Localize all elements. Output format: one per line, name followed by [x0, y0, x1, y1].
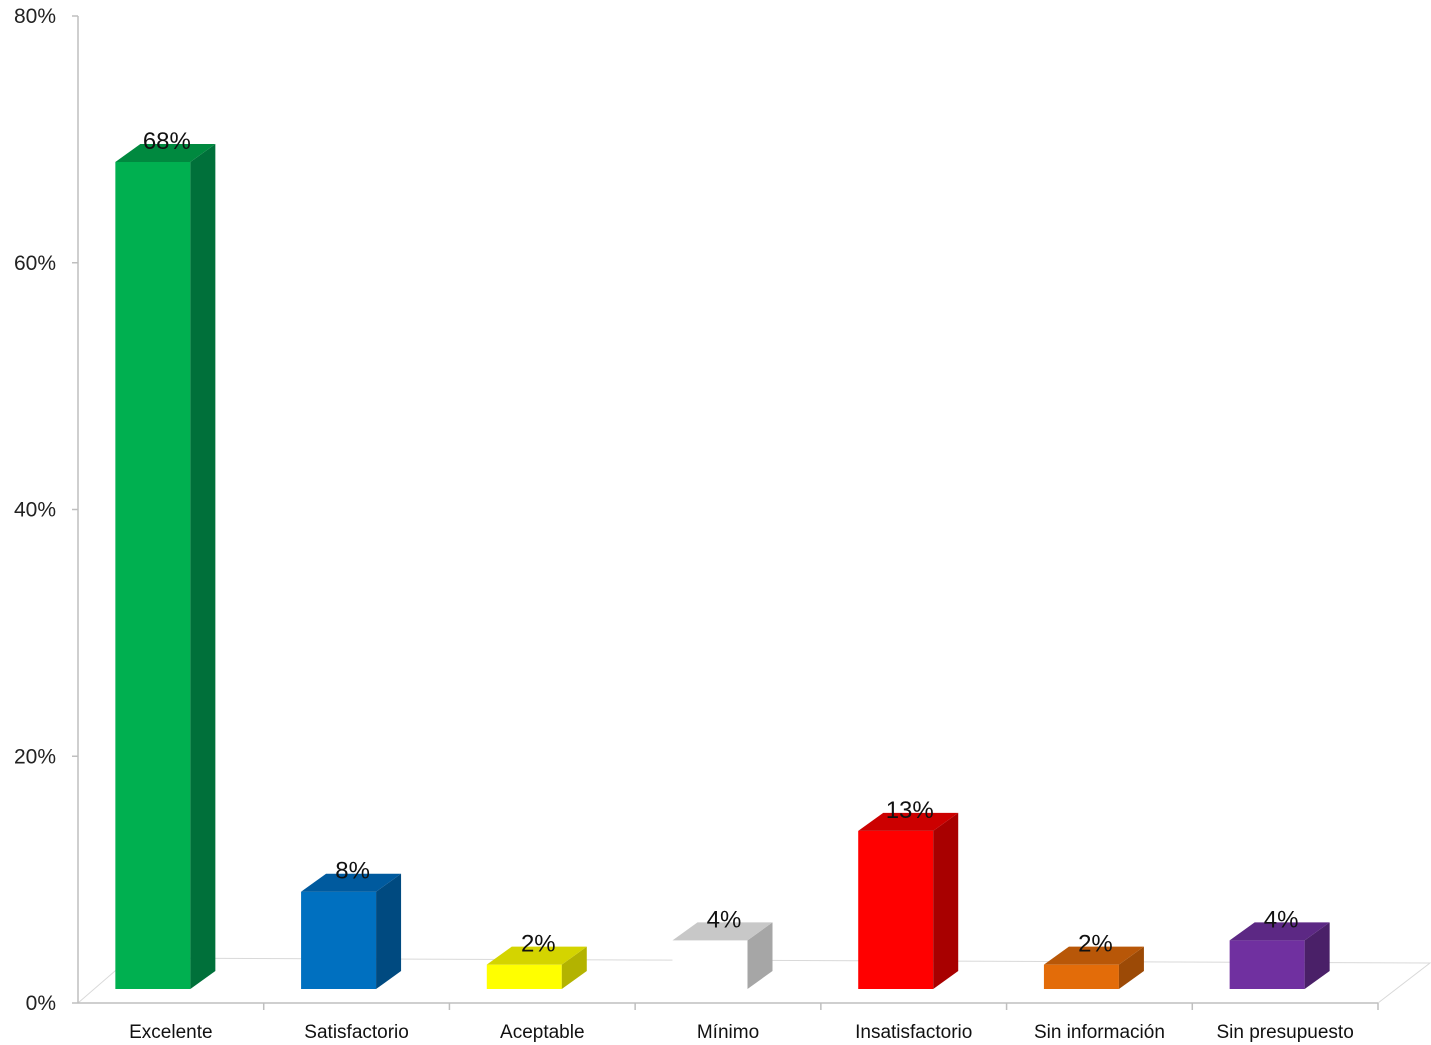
category-label: Insatisfactorio — [855, 1022, 972, 1043]
bars-group — [115, 143, 1330, 989]
data-label: 13% — [886, 797, 934, 824]
bar-side — [1118, 946, 1144, 989]
bar-front — [115, 161, 191, 989]
bar — [301, 873, 402, 989]
bar — [115, 143, 216, 989]
bar — [1043, 946, 1144, 989]
category-label: Satisfactorio — [304, 1022, 409, 1043]
y-tick-label: 40% — [14, 499, 56, 522]
data-label: 4% — [1264, 906, 1299, 933]
bar-top — [672, 922, 773, 941]
bar-side — [190, 143, 216, 989]
bar-top — [1043, 946, 1144, 965]
bar-top — [301, 873, 402, 892]
chart-axes: 0% 20% 40% 60% 80% Excelente Satisfactorio Acep… — [14, 5, 1379, 1043]
bar-side — [933, 812, 959, 989]
bar-side — [747, 922, 773, 989]
bar — [858, 812, 959, 989]
bar — [672, 922, 773, 989]
bar-front — [486, 964, 562, 989]
data-label: 68% — [143, 128, 191, 155]
y-tick-label: 80% — [14, 5, 56, 28]
data-label: 2% — [1078, 931, 1113, 958]
y-tick-label: 0% — [26, 992, 56, 1015]
category-label: Mínimo — [697, 1022, 759, 1043]
bar — [1229, 922, 1330, 989]
data-label: 8% — [335, 858, 370, 885]
category-label: Aceptable — [500, 1022, 585, 1043]
bar-top — [1229, 922, 1330, 941]
bar — [486, 946, 587, 989]
data-label: 4% — [707, 906, 742, 933]
y-tick-label: 20% — [14, 745, 56, 768]
bar-top — [115, 143, 216, 162]
bar-top — [858, 812, 959, 831]
bar-front — [301, 891, 377, 989]
bar-side — [1304, 922, 1330, 989]
y-tick-label: 60% — [14, 252, 56, 275]
category-label: Sin presupuesto — [1216, 1022, 1353, 1043]
category-label: Excelente — [129, 1022, 212, 1043]
bar-front — [1043, 964, 1119, 989]
bar-front — [672, 940, 748, 989]
bar-front — [1229, 940, 1305, 989]
data-label: 2% — [521, 931, 556, 958]
labels-group: 68% 8% 2% 4% 13% 2% 4% — [143, 128, 1299, 958]
category-label: Sin información — [1034, 1022, 1165, 1043]
bar-top — [486, 946, 587, 965]
bar-side — [561, 946, 587, 989]
bar-side — [376, 873, 402, 989]
bar-front — [858, 830, 934, 989]
